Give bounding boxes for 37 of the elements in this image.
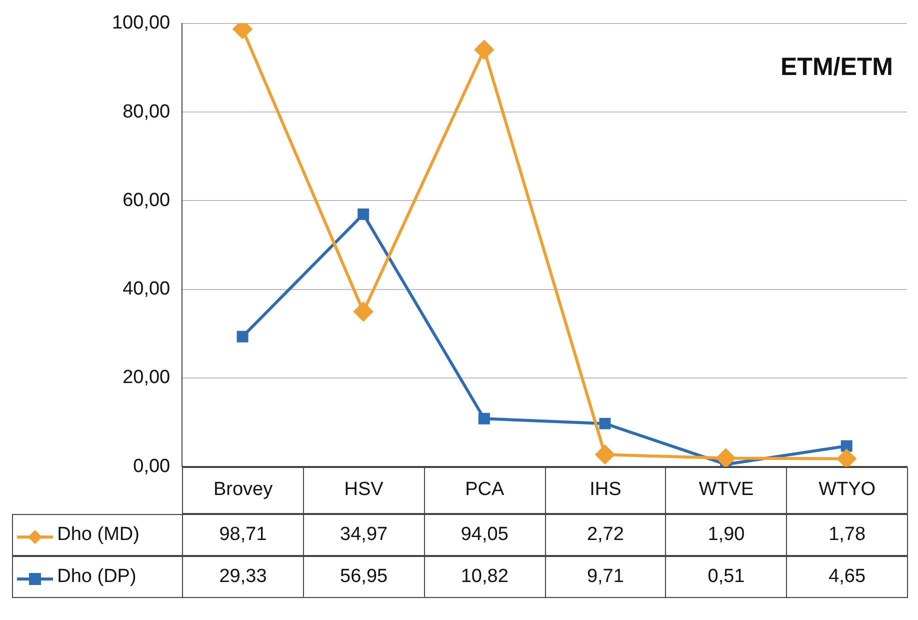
point	[837, 449, 856, 467]
data-label: 2,72	[586, 524, 624, 546]
y-tick-label: 20,00	[122, 367, 170, 388]
data-label: 9,71	[586, 566, 624, 588]
x-tick-label: IHS	[590, 479, 622, 502]
x-tick-label: WTYO	[818, 479, 876, 502]
point	[840, 440, 852, 452]
data-label: 10,82	[460, 566, 508, 588]
data-label: 1,90	[708, 524, 745, 546]
x-tick-label: WTVE	[698, 479, 754, 502]
point	[716, 448, 736, 467]
x-tick-label: HSV	[344, 479, 384, 502]
y-tick-label: 0,00	[133, 456, 170, 477]
point	[599, 418, 611, 430]
data-label: 0,51	[708, 566, 745, 588]
point	[474, 40, 494, 60]
y-tick-label: 100,00	[112, 12, 170, 34]
point	[358, 208, 370, 220]
text: ETM/ETM	[780, 53, 893, 82]
point	[354, 302, 373, 322]
data-label: 4,65	[828, 566, 866, 588]
x-tick-label: PCA	[465, 479, 504, 502]
data-label: 34,97	[340, 524, 388, 546]
legend-label: Dho (DP)	[57, 566, 136, 588]
data-label: 56,95	[340, 566, 388, 588]
legend-label: Dho (MD)	[57, 524, 140, 546]
y-tick-label: 60,00	[122, 190, 170, 211]
point	[478, 412, 490, 424]
point	[236, 330, 248, 342]
y-tick-label: 80,00	[122, 101, 170, 122]
x-tick-label: Brovey	[213, 479, 273, 502]
data-label: 94,05	[460, 524, 508, 546]
data-label: 29,33	[219, 566, 267, 588]
y-tick-label: 40,00	[122, 278, 170, 300]
point	[595, 445, 614, 464]
data-label: 98,71	[219, 524, 267, 546]
data-label: 1,78	[828, 524, 866, 546]
